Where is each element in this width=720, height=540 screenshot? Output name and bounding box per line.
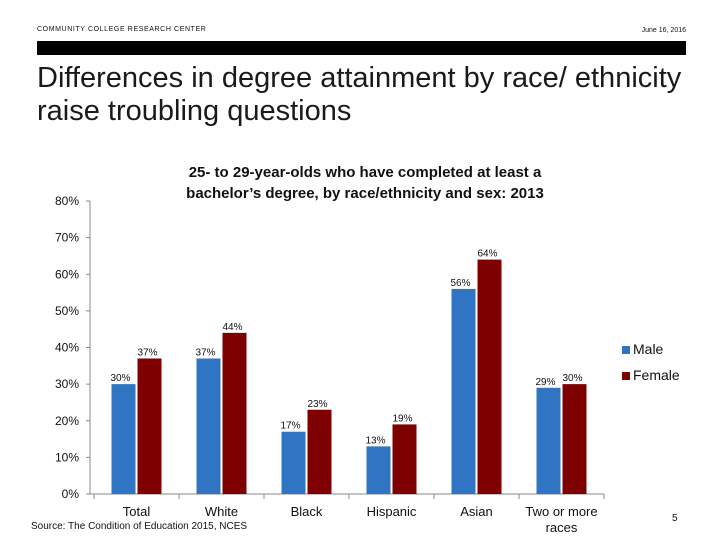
legend-swatch-female [622, 372, 630, 380]
x-category-label: races [546, 520, 578, 535]
legend-label-male: Male [633, 341, 664, 357]
y-tick-label: 70% [55, 231, 79, 245]
x-category-label: Two or more [525, 504, 597, 519]
male-bar [196, 358, 221, 494]
female-bar [477, 259, 502, 494]
female-bar [222, 332, 247, 494]
y-tick-label: 50% [55, 304, 79, 318]
page-number: 5 [672, 513, 678, 524]
male-data-label: 30% [111, 373, 131, 384]
female-bar [562, 384, 587, 494]
chart-title-line: bachelor’s degree, by race/ethnicity and… [186, 185, 544, 202]
presentation-date: June 16, 2016 [641, 27, 686, 34]
female-data-label: 37% [137, 347, 157, 358]
female-data-label: 30% [562, 373, 582, 384]
male-bar [536, 387, 561, 494]
female-data-label: 64% [477, 249, 497, 260]
y-tick-label: 0% [62, 487, 80, 501]
female-bar [307, 409, 332, 494]
slide-title: Differences in degree attainment by race… [37, 62, 682, 127]
male-bar [451, 288, 476, 494]
male-bar [281, 431, 306, 494]
x-category-label: Total [123, 504, 151, 519]
male-bar [366, 446, 391, 494]
x-category-label: Black [291, 504, 323, 519]
source-note: Source: The Condition of Education 2015,… [31, 521, 248, 532]
y-tick-label: 20% [55, 414, 79, 428]
x-category-label: Asian [460, 504, 493, 519]
female-bar [137, 358, 162, 494]
y-tick-label: 10% [55, 450, 79, 464]
male-bar [111, 384, 136, 494]
y-tick-label: 30% [55, 377, 79, 391]
y-tick-label: 80% [55, 194, 79, 208]
legend-label-female: Female [633, 367, 680, 383]
male-data-label: 37% [196, 347, 216, 358]
female-data-label: 23% [307, 399, 327, 410]
male-data-label: 29% [536, 377, 556, 388]
male-data-label: 13% [366, 435, 386, 446]
organization-name: COMMUNITY COLLEGE RESEARCH CENTER [37, 26, 207, 33]
x-category-label: White [205, 504, 238, 519]
female-bar [392, 424, 417, 494]
female-data-label: 44% [222, 322, 242, 333]
male-data-label: 17% [281, 421, 301, 432]
female-data-label: 19% [392, 413, 412, 424]
legend-swatch-male [622, 346, 630, 354]
chart-title-line: 25- to 29-year-olds who have completed a… [189, 164, 542, 181]
y-tick-label: 40% [55, 341, 79, 355]
header-bar [37, 41, 686, 55]
y-tick-label: 60% [55, 267, 79, 281]
x-category-label: Hispanic [367, 504, 417, 519]
male-data-label: 56% [451, 278, 471, 289]
